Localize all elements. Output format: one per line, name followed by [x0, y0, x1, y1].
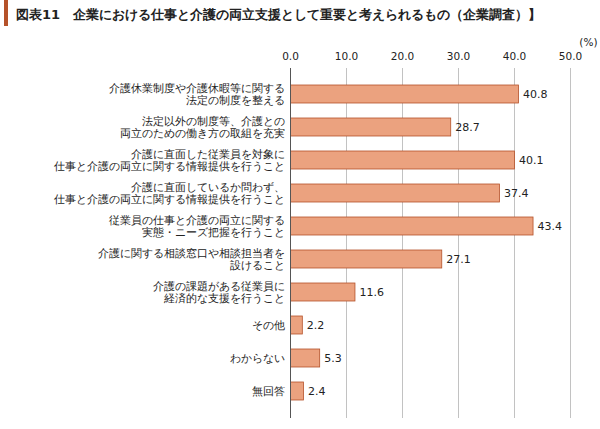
svg-text:50.0: 50.0: [559, 50, 582, 62]
svg-text:28.7: 28.7: [455, 121, 480, 134]
svg-text:43.4: 43.4: [538, 220, 563, 233]
svg-text:27.1: 27.1: [446, 253, 471, 266]
svg-text:介護の課題がある従業員に経済的な支援を行うこと: 介護の課題がある従業員に経済的な支援を行うこと: [153, 280, 285, 305]
svg-text:無回答: 無回答: [252, 385, 285, 397]
html-text:図表11 企業における仕事と介護の両立支援として重要と考えら: 図表11 企業における仕事と介護の両立支援として重要と考えられるもの（企業調査）…: [16, 7, 542, 22]
svg-text:40.1: 40.1: [519, 154, 544, 167]
svg-text:介護に直面した従業員を対象に仕事と介護の両立に関する情報提供: 介護に直面した従業員を対象に仕事と介護の両立に関する情報提供を行うこと: [54, 148, 285, 173]
svg-text:(%): (%): [579, 36, 597, 48]
svg-text:介護に直面しているか問わず、仕事と介護の両立に関する情報提供: 介護に直面しているか問わず、仕事と介護の両立に関する情報提供を行うこと: [54, 181, 285, 206]
svg-text:37.4: 37.4: [504, 187, 529, 200]
svg-text:40.0: 40.0: [503, 50, 526, 62]
svg-text:その他: その他: [252, 319, 285, 331]
svg-text:30.0: 30.0: [447, 50, 470, 62]
svg-text:40.8: 40.8: [523, 88, 548, 101]
svg-text:介護に関する相談窓口や相談担当者を設けること: 介護に関する相談窓口や相談担当者を設けること: [98, 247, 285, 272]
svg-text:11.6: 11.6: [359, 286, 384, 299]
svg-text:0.0: 0.0: [282, 50, 299, 62]
svg-text:介護休業制度や介護休暇等に関する法定の制度を整える: 介護休業制度や介護休暇等に関する法定の制度を整える: [109, 82, 285, 106]
svg-text:2.4: 2.4: [308, 385, 326, 398]
svg-text:20.0: 20.0: [391, 50, 414, 62]
svg-text:わからない: わからない: [230, 352, 285, 364]
svg-text:5.3: 5.3: [324, 352, 342, 365]
svg-text:法定以外の制度等、介護との両立のための働き方の取組を充実: 法定以外の制度等、介護との両立のための働き方の取組を充実: [120, 115, 285, 139]
svg-text:10.0: 10.0: [335, 50, 358, 62]
svg-text:従業員の仕事と介護の両立に関する実態・ニーズ把握を行うこと: 従業員の仕事と介護の両立に関する実態・ニーズ把握を行うこと: [109, 214, 285, 239]
svg-text:2.2: 2.2: [307, 319, 325, 332]
